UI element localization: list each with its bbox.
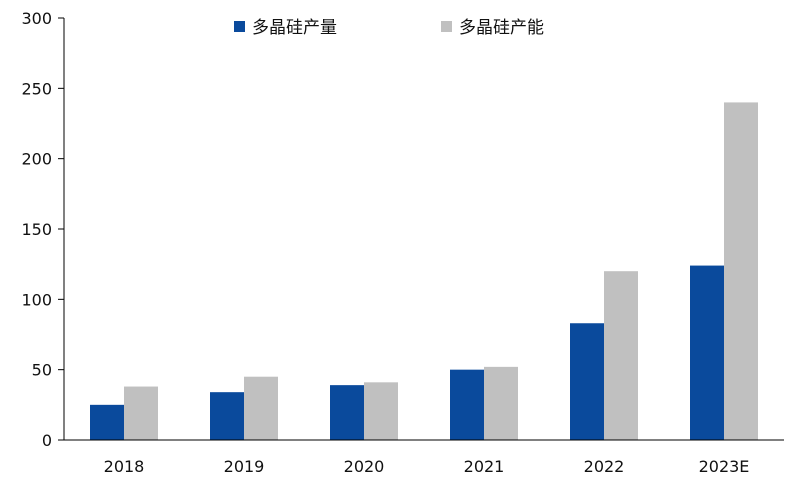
y-tick-label: 0 — [42, 431, 52, 450]
legend: 多晶硅产量 多晶硅产能 — [234, 18, 544, 38]
bar-capacity-2022 — [604, 271, 638, 440]
bar-production-2020 — [330, 385, 364, 440]
y-tick-label: 150 — [21, 220, 52, 239]
x-tick-label: 2020 — [344, 457, 385, 476]
axes-group — [63, 18, 784, 441]
y-tick-label: 250 — [21, 79, 52, 98]
bar-capacity-2019 — [244, 376, 278, 440]
legend-swatch-production — [234, 21, 245, 32]
bars-group — [90, 102, 758, 441]
bar-capacity-2021 — [484, 366, 518, 440]
y-tick-label: 300 — [21, 9, 52, 28]
x-tick-label: 2023E — [699, 457, 750, 476]
y-ticks-group: 0 50 100 150 200 250 300 — [21, 9, 64, 450]
bar-production-2019 — [210, 392, 244, 440]
bar-production-2022 — [570, 323, 604, 440]
legend-label-production: 多晶硅产量 — [252, 18, 337, 38]
x-tick-label: 2022 — [584, 457, 625, 476]
bar-production-2023E — [690, 265, 724, 440]
bar-production-2021 — [450, 369, 484, 440]
y-tick-label: 200 — [21, 150, 52, 169]
x-tick-label: 2021 — [464, 457, 505, 476]
bar-production-2018 — [90, 404, 124, 440]
bar-capacity-2018 — [124, 386, 158, 440]
bar-capacity-2023E — [724, 102, 758, 441]
x-tick-label: 2019 — [224, 457, 265, 476]
legend-label-capacity: 多晶硅产能 — [459, 18, 544, 38]
y-tick-label: 50 — [32, 361, 52, 380]
legend-swatch-capacity — [441, 21, 452, 32]
x-tick-label: 2018 — [104, 457, 145, 476]
x-labels-group: 2018 2019 2020 2021 2022 2023E — [104, 457, 750, 476]
bar-capacity-2020 — [364, 382, 398, 440]
y-tick-label: 100 — [21, 290, 52, 309]
